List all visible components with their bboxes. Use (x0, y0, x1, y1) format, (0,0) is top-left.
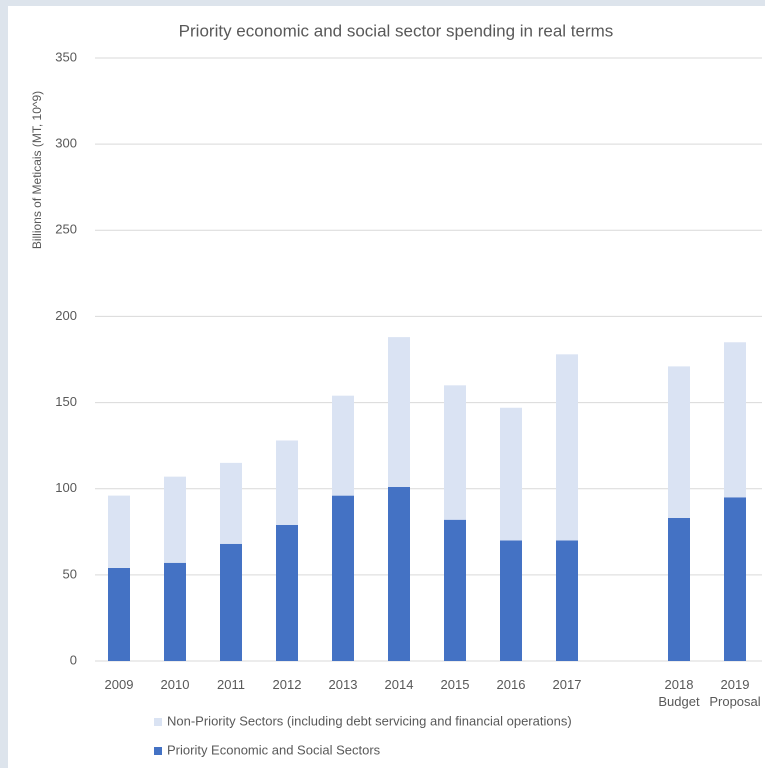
bar-segment (276, 524, 298, 661)
x-tick-label: 2013 (328, 677, 358, 692)
bar-segment (388, 486, 410, 661)
x-tick-label: 2011 (217, 677, 245, 692)
y-tick-label: 0 (70, 652, 77, 667)
bar-segment (108, 567, 130, 661)
bar-segment (444, 385, 466, 520)
bar-segment (164, 476, 186, 563)
y-tick-label: 300 (55, 136, 77, 151)
y-tick-label: 150 (55, 394, 77, 409)
bar-segment (332, 395, 354, 496)
legend-swatch (154, 747, 162, 755)
bar-segment (220, 543, 242, 661)
x-tick-label: 2009 (104, 677, 134, 692)
x-tick-label: 2014 (384, 677, 414, 692)
x-tick-label: 2018 Budget (658, 677, 700, 709)
x-tick-label: 2019 Proposal (709, 677, 761, 709)
legend-swatch (154, 718, 162, 726)
y-tick-label: 250 (55, 222, 77, 237)
bar-segment (668, 518, 690, 661)
bar-segment (500, 540, 522, 661)
bar-segment (500, 407, 522, 541)
y-tick-label: 50 (63, 566, 77, 581)
bar-segment (108, 495, 130, 568)
bar-segment (556, 354, 578, 541)
y-tick-label: 100 (55, 480, 77, 495)
bar-segment (220, 462, 242, 544)
bar-segment (444, 519, 466, 661)
legend-label: Priority Economic and Social Sectors (167, 742, 381, 757)
y-axis-label: Billions of Meticais (MT, 10^9) (30, 91, 44, 249)
bar-segment (332, 495, 354, 661)
bar-segment (668, 366, 690, 519)
bar-segment (388, 337, 410, 487)
x-tick-label: 2012 (272, 677, 302, 692)
legend-label: Non-Priority Sectors (including debt ser… (167, 713, 572, 728)
x-tick-label: 2015 (440, 677, 470, 692)
chart-title: Priority economic and social sector spen… (179, 21, 614, 40)
bar-segment (556, 540, 578, 661)
chart-panel (8, 6, 765, 768)
x-tick-label: 2017 (552, 677, 582, 692)
bar-segment (724, 342, 746, 498)
bar-segment (724, 497, 746, 661)
y-tick-label: 200 (55, 308, 77, 323)
x-tick-label: 2016 (496, 677, 526, 692)
x-tick-label: 2010 (160, 677, 190, 692)
bar-segment (164, 562, 186, 661)
y-tick-label: 350 (55, 49, 77, 64)
bar-segment (276, 440, 298, 525)
